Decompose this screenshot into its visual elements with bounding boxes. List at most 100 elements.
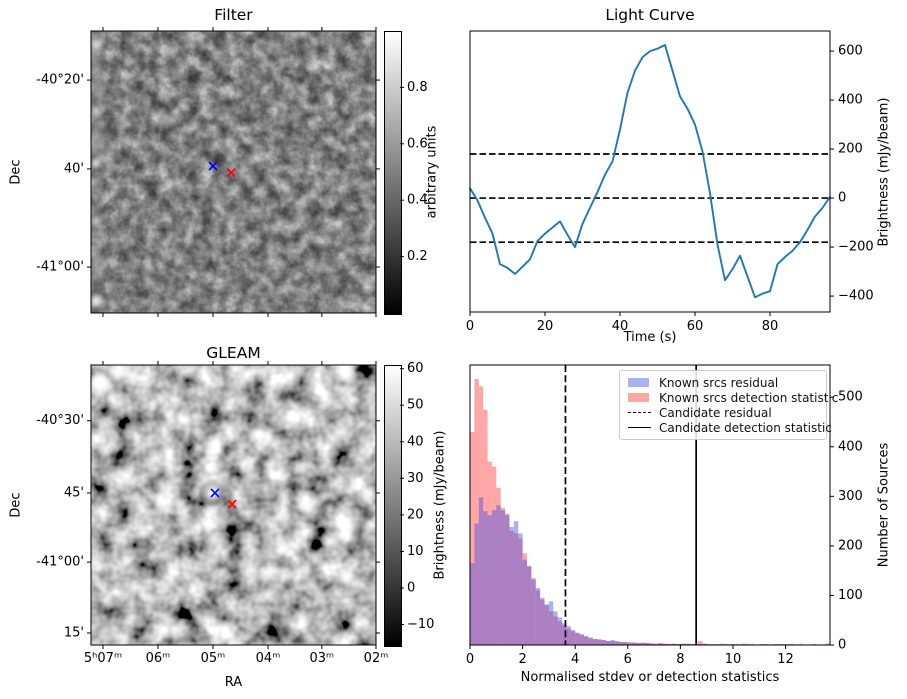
histogram-bar — [619, 642, 624, 645]
tick-label: 12 — [777, 652, 794, 667]
histogram-bar — [601, 640, 606, 645]
histogram-bar — [693, 644, 698, 645]
histogram-bar — [702, 644, 707, 645]
histogram-bar — [649, 643, 655, 645]
histogram-bar — [540, 599, 545, 645]
histogram-bar — [737, 644, 742, 645]
histogram-bar — [649, 643, 655, 645]
histogram-bar — [491, 510, 497, 645]
tick-label: 10 — [725, 652, 742, 667]
tick-label: -41°00' — [36, 260, 84, 275]
histogram-bar — [785, 644, 790, 645]
tick-label: 60 — [407, 361, 424, 376]
histogram-bar — [575, 633, 580, 645]
histogram-bar — [548, 611, 554, 645]
legend-label: Candidate detection statistic — [659, 420, 832, 435]
histogram-bar — [509, 527, 514, 645]
histogram-bar — [676, 644, 681, 645]
tick-label: 20 — [407, 507, 424, 522]
histogram-bar — [518, 533, 523, 645]
histogram-bar — [605, 641, 611, 645]
histogram-bar — [684, 643, 690, 645]
histogram-bar — [667, 644, 672, 645]
histogram-bar — [632, 642, 637, 645]
histogram-bar — [557, 617, 563, 645]
histogram-bar — [588, 637, 593, 645]
tick-label: 400 — [838, 93, 863, 108]
tick-label: 400 — [838, 439, 863, 454]
tick-label: 8 — [676, 652, 684, 667]
gleam-ylabel: Dec — [8, 492, 24, 518]
legend-patch-swatch — [628, 378, 652, 387]
histogram-bar — [496, 487, 501, 645]
filter-image-texture — [91, 31, 376, 313]
filter-image — [91, 31, 376, 313]
filter-colorbar-label: arbitrary units — [424, 125, 440, 219]
histogram-bar — [676, 644, 681, 645]
histogram-bar — [689, 644, 694, 645]
gleam-image-texture — [91, 365, 376, 645]
histogram-bar — [535, 588, 541, 645]
histogram-bar — [570, 631, 576, 645]
gleam-noise-svg — [90, 363, 376, 648]
histogram-bar — [689, 644, 694, 645]
histogram-bar — [553, 611, 558, 645]
histogram-bar — [548, 601, 554, 645]
tick-label: 40 — [407, 434, 424, 449]
histogram-bar — [658, 643, 663, 645]
histogram-bar — [513, 521, 519, 645]
histogram-bar — [491, 466, 497, 645]
gleam-xlabel: RA — [224, 675, 243, 690]
tick-label: 30 — [407, 471, 424, 486]
gleam-image — [90, 363, 376, 648]
histogram-bar — [658, 643, 663, 645]
histogram-bar — [671, 644, 677, 645]
tick-label: 5ʰ07ᵐ — [84, 651, 122, 666]
tick-label: 03ᵐ — [310, 651, 335, 666]
histogram-bar — [605, 641, 611, 645]
filter-colorbar — [384, 31, 402, 315]
tick-label: 02ᵐ — [364, 651, 389, 666]
histogram-bar — [505, 515, 510, 645]
tick-label: 2 — [518, 652, 526, 667]
tick-label: 10 — [407, 544, 424, 559]
histogram-bar — [627, 642, 633, 645]
legend-label: Known srcs residual — [659, 375, 779, 390]
histogram-bar — [680, 644, 685, 645]
histogram-legend: Known srcs residual Known srcs detection … — [619, 370, 838, 440]
histogram-bar — [562, 623, 567, 645]
light-curve-xlabel: Time (s) — [623, 330, 677, 345]
histogram-bar — [706, 644, 712, 645]
filter-title: Filter — [214, 6, 253, 24]
histogram-bar — [500, 507, 506, 645]
histogram-bar — [715, 644, 720, 645]
gleam-colorbar-label: Brightness (mJy/beam) — [432, 430, 448, 580]
histogram-bar — [667, 644, 672, 645]
tick-label: -40°30' — [36, 413, 84, 428]
legend-label: Candidate residual — [659, 405, 772, 420]
tick-label: 300 — [838, 489, 863, 504]
histogram-bar — [583, 636, 589, 645]
histogram-bar — [790, 644, 795, 645]
histogram-bar — [724, 644, 729, 645]
histogram-bar — [526, 566, 532, 645]
histogram-bar — [610, 640, 615, 645]
tick-label: 50 — [407, 398, 424, 413]
histogram-bar — [741, 643, 747, 645]
histogram-bar — [662, 643, 668, 645]
tick-label: 100 — [838, 588, 863, 603]
gleam-colorbar — [384, 365, 402, 647]
tick-label: 200 — [838, 142, 863, 157]
tick-label: -41°00' — [36, 555, 84, 570]
histogram-bar — [544, 604, 549, 645]
tick-label: 200 — [838, 538, 863, 553]
tick-label: -40°20' — [36, 73, 84, 88]
histogram-bar — [662, 644, 668, 645]
histogram-bar — [566, 628, 571, 645]
histogram-bar — [478, 497, 484, 645]
histogram-bar — [592, 639, 598, 645]
histogram-bar — [583, 636, 589, 645]
histogram-bar — [636, 643, 641, 645]
tick-label: −400 — [838, 289, 874, 304]
